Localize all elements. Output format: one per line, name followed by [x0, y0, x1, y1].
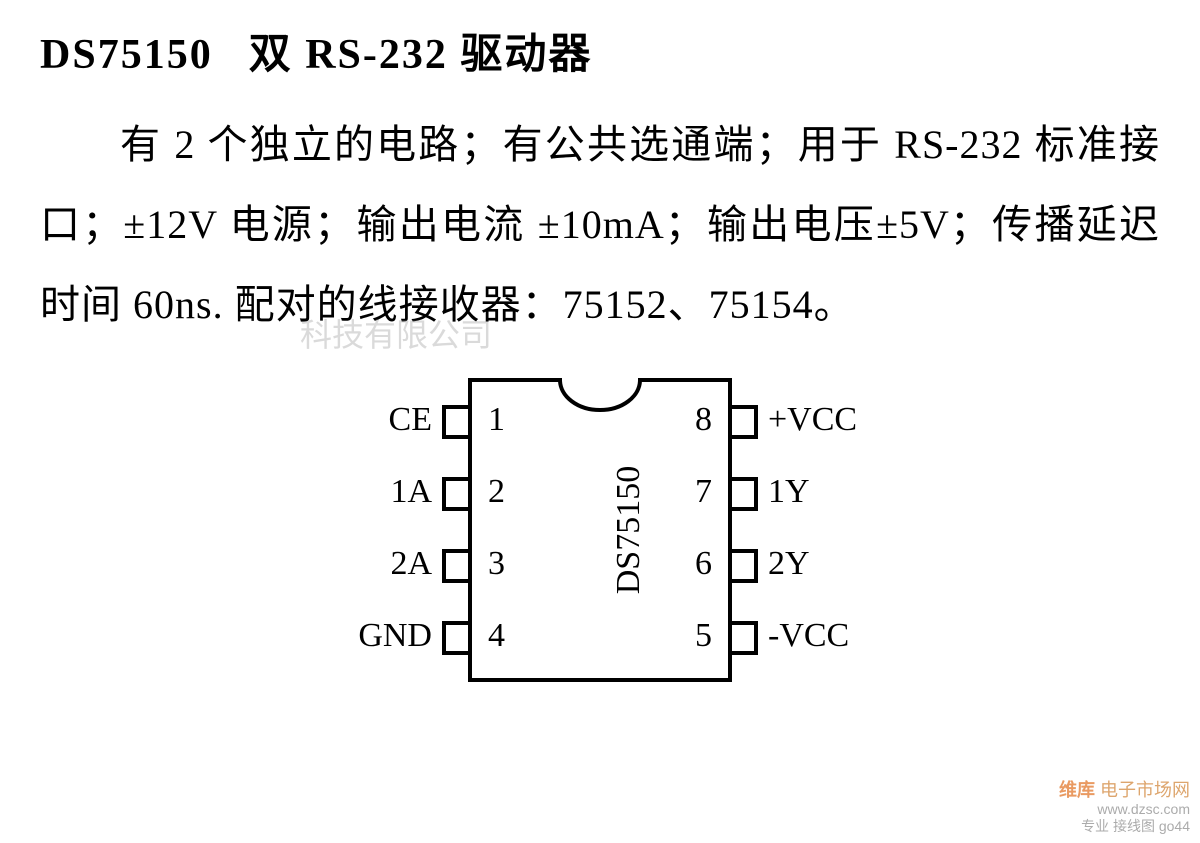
svg-text:3: 3 [488, 545, 505, 582]
svg-text:4: 4 [488, 617, 505, 654]
svg-text:GND: GND [358, 617, 432, 654]
description-text: 有 2 个独立的电路；有公共选通端；用于 RS-232 标准接口；±12V 电源… [40, 105, 1160, 345]
page-title: DS75150 双 RS-232 驱动器 [40, 20, 1160, 81]
title-part2: 双 RS-232 驱动器 [249, 32, 593, 78]
svg-text:-VCC: -VCC [768, 617, 849, 654]
chip-diagram-container: DS75150 1 CE 2 1A 3 2A 4 GND 8 +VCC 7 1Y 6 2Y 5 -VCC [40, 365, 1160, 695]
wm-sub: 电子市场网 [1100, 780, 1190, 800]
svg-text:CE: CE [389, 401, 432, 438]
svg-text:DS75150: DS75150 [610, 466, 647, 594]
svg-text:2: 2 [488, 473, 505, 510]
title-part1: DS75150 [40, 32, 213, 78]
svg-text:7: 7 [695, 473, 712, 510]
svg-text:6: 6 [695, 545, 712, 582]
svg-text:1: 1 [488, 401, 505, 438]
svg-text:2A: 2A [390, 545, 432, 582]
wm-url: www.dzsc.com [1059, 801, 1190, 818]
svg-text:5: 5 [695, 617, 712, 654]
svg-text:+VCC: +VCC [768, 401, 857, 438]
svg-text:8: 8 [695, 401, 712, 438]
svg-text:2Y: 2Y [768, 545, 810, 582]
wm-brand: 维库 [1059, 780, 1095, 800]
watermark-bottom: 维库 电子市场网 www.dzsc.com 专业 接线图 go44 [1059, 780, 1190, 835]
svg-text:1A: 1A [390, 473, 432, 510]
wm-small: 专业 接线图 go44 [1059, 818, 1190, 835]
svg-text:1Y: 1Y [768, 473, 810, 510]
chip-diagram: DS75150 1 CE 2 1A 3 2A 4 GND 8 +VCC 7 1Y 6 2Y 5 -VCC [260, 365, 940, 695]
